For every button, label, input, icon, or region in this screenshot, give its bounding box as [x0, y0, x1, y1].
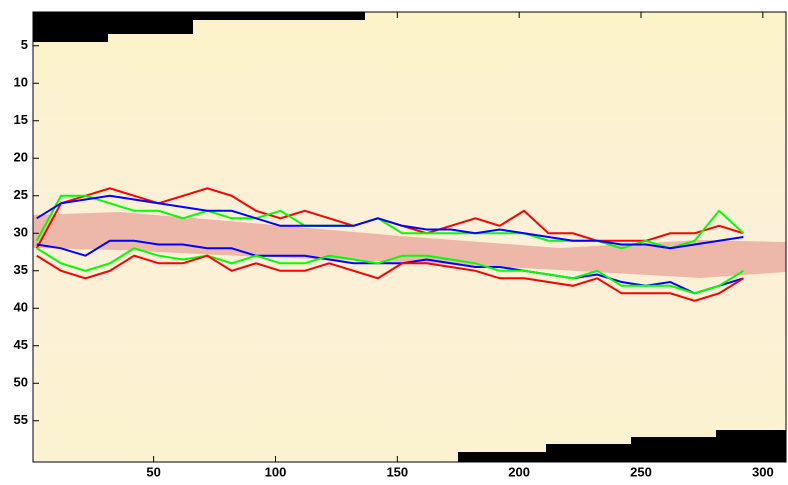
image-corner — [33, 12, 108, 42]
image-corner — [458, 452, 546, 462]
y-tick-label: 55 — [14, 412, 28, 427]
boundary-line — [36, 239, 744, 295]
y-tick-label: 30 — [14, 225, 28, 240]
image-corner — [193, 12, 365, 20]
y-tick-label: 45 — [14, 337, 28, 352]
image-corner — [108, 12, 193, 34]
y-tick-label: 50 — [14, 375, 28, 390]
image-corner — [546, 444, 631, 462]
boundary-line — [36, 247, 744, 295]
axes-box — [32, 11, 787, 463]
image-corner — [631, 437, 716, 462]
image-corner — [716, 430, 786, 462]
image-band — [33, 212, 786, 278]
boundary-line — [36, 194, 744, 250]
x-tick-label: 100 — [265, 464, 287, 479]
y-tick-label: 5 — [21, 37, 28, 52]
x-tick-label: 150 — [386, 464, 408, 479]
boundary-line — [35, 194, 745, 250]
x-tick-label: 50 — [146, 464, 160, 479]
y-tick-label: 20 — [14, 150, 28, 165]
y-tick-label: 15 — [14, 112, 28, 127]
x-tick-label: 300 — [752, 464, 774, 479]
y-tick-label: 25 — [14, 187, 28, 202]
boundary-line — [36, 254, 744, 302]
x-tick-label: 250 — [630, 464, 652, 479]
y-tick-label: 40 — [14, 300, 28, 315]
y-tick-label: 35 — [14, 262, 28, 277]
y-tick-label: 10 — [14, 75, 28, 90]
x-tick-label: 200 — [508, 464, 530, 479]
